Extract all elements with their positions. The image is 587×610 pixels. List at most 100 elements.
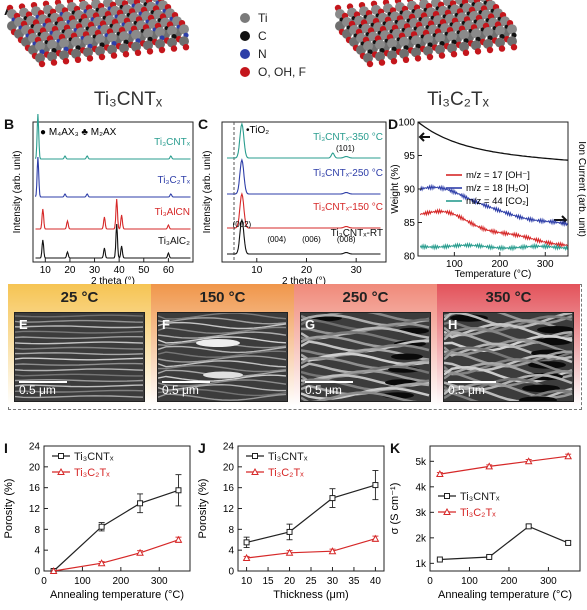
trace-label-0: Ti₃CNTₓ-350 °C: [313, 132, 383, 143]
xrd-trace-3: [227, 218, 381, 255]
ti-atom: [143, 40, 153, 51]
ti-atom: [423, 46, 433, 56]
data-point-triangle: [371, 534, 380, 542]
x-tick-label: 100: [446, 259, 463, 270]
series-line-0: [246, 484, 376, 543]
y-tick-label: 8: [228, 525, 234, 536]
legend-label-2: m/z = 44 [CO₂]: [466, 196, 529, 207]
x-tick-label: 60: [163, 265, 175, 276]
data-point-square: [175, 487, 182, 494]
legend-marker-triangle: [57, 467, 65, 475]
panel-a-structures: Ti₃CNTₓ Ti₃C₂Tₓ Ti CN O, OH, F: [6, 0, 518, 110]
xrd-trace-2: [227, 192, 381, 229]
x-tick-label: 10: [251, 265, 263, 276]
ti-atom: [35, 41, 45, 51]
ti-atom: [59, 50, 69, 61]
surface-atom: [402, 56, 410, 63]
data-point-triangle: [485, 462, 494, 470]
x-tick-label: 40: [114, 265, 126, 276]
x-axis-label: Annealing temperature (°C): [438, 589, 572, 601]
ti-atom: [95, 34, 105, 44]
surface-atom: [134, 49, 142, 56]
ion-current-1: [419, 207, 568, 249]
ion-current-2: [419, 241, 568, 252]
legend-atom-1-icon: [240, 31, 250, 41]
x-tick-label: 50: [138, 265, 150, 276]
x-tick-label: 40: [370, 576, 382, 587]
peak-index-1: (004): [267, 235, 286, 244]
ti3c2t-name: Ti₃C₂Tₓ: [427, 89, 490, 110]
data-point-square: [436, 556, 443, 563]
x-tick-label: 25: [305, 576, 317, 587]
y-tick-label: 0: [34, 567, 40, 578]
panel-label-j: J: [198, 440, 206, 456]
panel-d-tga: Weight (%) Ion Current (arb. unit) Tempe…: [390, 118, 586, 281]
y-tick-label: 2k: [415, 533, 427, 544]
ti-atom: [167, 25, 177, 36]
panel-label-d: D: [388, 116, 399, 132]
ti-atom: [435, 32, 445, 43]
x-tick-label: 100: [74, 576, 91, 587]
legend-label-3: O, OH, F: [258, 65, 306, 79]
y-axis-label: Intensity (arb. unit): [12, 151, 23, 234]
x-tick-label: 20: [284, 576, 296, 587]
x-axis-label: 2 theta (°): [91, 276, 135, 287]
sem-temperature-0: 25 °C: [60, 289, 99, 306]
surface-atom: [378, 59, 386, 66]
surface-atom: [158, 46, 166, 54]
ti-atom: [387, 38, 397, 49]
series-line-0: [53, 489, 179, 572]
xrd-trace-1: [227, 158, 381, 195]
surface-atom: [146, 48, 154, 55]
surface-atom: [74, 56, 82, 63]
surface-atom: [366, 60, 374, 68]
surface-atom: [122, 51, 130, 58]
x-tick-label: 15: [262, 576, 274, 587]
x-tick-label: 10: [241, 576, 253, 587]
ti-atom: [471, 28, 481, 39]
sem-panel-letter-1: F: [162, 317, 170, 332]
y-axis-label: Weight (%): [390, 164, 401, 213]
x-axis-label: Annealing temperature (°C): [50, 589, 184, 601]
x-axis-label: Thickness (μm): [273, 589, 348, 601]
y-axis-label: Porosity (%): [197, 479, 209, 539]
axes-frame: [32, 121, 194, 263]
x-axis-label: 2 theta (°): [282, 276, 326, 287]
y-tick-label: 8: [34, 525, 40, 536]
series-line-1: [53, 539, 179, 572]
ti-atom: [471, 40, 481, 51]
legend-marker-square: [252, 453, 258, 459]
ti-atom: [435, 44, 445, 55]
legend-atom-3-icon: [240, 67, 250, 77]
series-line-1: [246, 538, 376, 559]
x-tick-label: 300: [540, 576, 557, 587]
trace-label-0: Ti₃CNTₓ: [154, 137, 191, 148]
peak-101: (101): [336, 144, 355, 153]
axes-frame: [429, 445, 581, 572]
ti-atom: [131, 41, 141, 52]
ti-atom: [107, 44, 117, 55]
y-tick-label: 16: [223, 483, 235, 494]
weight-curve: [417, 121, 569, 161]
phase-legend: ● M₄AX₃ ♣ M₂AX: [40, 127, 117, 138]
x-tick-label: 300: [151, 576, 168, 587]
sem-column-f: 150 °C F 0.5 μm: [151, 284, 294, 406]
ti-atom: [167, 37, 177, 48]
y-tick-label: 85: [404, 218, 416, 229]
xrd-trace-1: [34, 156, 191, 198]
legend-label-0: Ti₃CNTₓ: [74, 451, 114, 463]
x-tick-label: 100: [461, 576, 478, 587]
data-point-square: [98, 523, 105, 530]
data-point-square: [137, 500, 144, 507]
ti-atom: [375, 51, 385, 62]
ti-atom: [83, 47, 93, 58]
panel-label-k: K: [390, 440, 401, 456]
trace-label-1: Ti₃C₂Tₓ: [157, 175, 190, 186]
ti-atom: [483, 39, 493, 49]
trace-label-1: Ti₃CNTₓ-250 °C: [313, 168, 383, 179]
trace-label-2: Ti₃AlCN: [155, 207, 190, 218]
ti-atom: [119, 31, 129, 42]
ti-atom: [143, 28, 153, 39]
sem-column-h: 350 °C H 0.5 μm: [437, 284, 580, 406]
ion-current-0: [419, 183, 568, 227]
